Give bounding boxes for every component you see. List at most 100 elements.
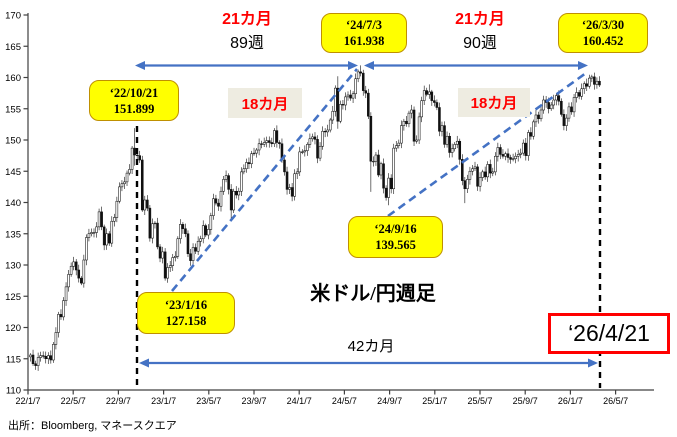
candle-body	[471, 168, 474, 172]
candle-body	[303, 150, 307, 153]
y-tick-label: 120	[5, 323, 21, 334]
candle-body	[95, 226, 98, 233]
period-months-right: 21カ月	[455, 11, 505, 28]
candle-body	[450, 148, 454, 153]
candle-body	[102, 226, 106, 246]
candle-body	[267, 140, 271, 143]
candle-body	[92, 232, 96, 234]
candle-body	[110, 220, 114, 244]
candle-body	[191, 247, 195, 261]
candle-body	[67, 274, 70, 288]
period-weeks-left: 89週	[230, 35, 264, 52]
candle-body	[97, 211, 101, 228]
candle-body	[514, 155, 517, 160]
candle-body	[481, 171, 484, 178]
candle-body	[349, 94, 352, 99]
trend-duration-label-1: 18カ月	[228, 88, 302, 118]
candle-body	[49, 355, 53, 361]
candle-body	[219, 190, 223, 207]
candle-body	[567, 106, 571, 119]
candle-body	[128, 169, 131, 174]
candle-body	[82, 259, 86, 284]
candle-body	[171, 257, 175, 266]
x-tick-label: 26/1/7	[558, 396, 583, 406]
candle-body	[463, 180, 467, 190]
candle-body	[521, 142, 525, 154]
candle-body	[466, 179, 469, 190]
candle-body	[184, 228, 187, 235]
span-arrow-90-weeks	[364, 61, 588, 70]
period-months-left: 21カ月	[222, 11, 272, 28]
candle-body	[62, 300, 65, 318]
candle-body	[153, 222, 157, 225]
candle-body	[306, 144, 309, 151]
arrow-head-left	[139, 358, 149, 368]
callout-price: 161.938	[343, 34, 385, 48]
x-tick-label: 25/9/7	[513, 396, 538, 406]
candle-body	[400, 125, 403, 144]
candle-body	[422, 90, 426, 101]
candle-body	[506, 153, 510, 158]
candle-body	[326, 129, 329, 133]
candle-body	[156, 222, 159, 248]
y-tick-label: 140	[5, 198, 21, 209]
candle-body	[524, 142, 528, 156]
candle-body	[125, 172, 129, 183]
y-tick-label: 130	[5, 261, 21, 272]
candle-body	[570, 106, 573, 113]
candle-body	[555, 95, 558, 101]
candle-body	[57, 314, 60, 333]
callout-price: 151.899	[113, 101, 155, 116]
candle-body	[351, 93, 355, 99]
callout-price: 160.452	[582, 34, 624, 48]
candle-body	[476, 166, 479, 187]
candle-body	[341, 104, 345, 106]
candle-body	[295, 171, 299, 175]
candle-body	[227, 175, 230, 190]
x-tick-label: 22/1/7	[15, 396, 40, 406]
candle-body	[504, 153, 507, 157]
candle-body	[158, 246, 162, 259]
candle-body	[389, 177, 393, 190]
candle-body	[412, 109, 416, 142]
candle-body	[318, 145, 322, 159]
callout-date: ‘24/7/3	[345, 18, 383, 32]
candle-body	[298, 151, 302, 173]
candle-body	[135, 154, 139, 156]
arrow-head-left	[364, 61, 374, 70]
candle-body	[562, 114, 566, 126]
candle-body	[572, 97, 576, 113]
candle-body	[242, 168, 246, 173]
y-tick-label: 125	[5, 292, 21, 303]
candle-body	[288, 187, 291, 190]
candle-body	[323, 130, 327, 133]
candle-body	[247, 162, 251, 165]
candle-body	[580, 88, 583, 97]
candle-body	[511, 158, 515, 160]
candle-body	[72, 261, 75, 267]
candle-body	[163, 251, 167, 279]
source-note: 出所：Bloomberg, マネースクエア	[8, 420, 177, 432]
candle-body	[483, 171, 487, 178]
y-tick-label: 160	[5, 73, 21, 84]
candle-body	[509, 157, 512, 160]
candle-body	[118, 186, 121, 202]
candle-body	[39, 355, 42, 358]
callout-2022-10-21-high: ‘22/10/21 151.899	[89, 80, 179, 121]
candle-body	[542, 99, 545, 111]
candle-body	[532, 121, 535, 137]
candle-body	[201, 225, 205, 240]
candle-body	[392, 147, 395, 190]
candle-body	[186, 233, 190, 255]
candle-body	[331, 110, 335, 121]
candle-body	[364, 90, 368, 94]
candle-body	[585, 83, 589, 87]
candle-body	[387, 177, 390, 198]
candle-body	[552, 99, 556, 106]
candle-body	[501, 154, 505, 157]
candle-body	[105, 233, 108, 246]
candle-body	[356, 71, 360, 80]
candle-body	[262, 142, 266, 145]
candle-body	[255, 149, 258, 154]
candle-body	[260, 143, 263, 145]
